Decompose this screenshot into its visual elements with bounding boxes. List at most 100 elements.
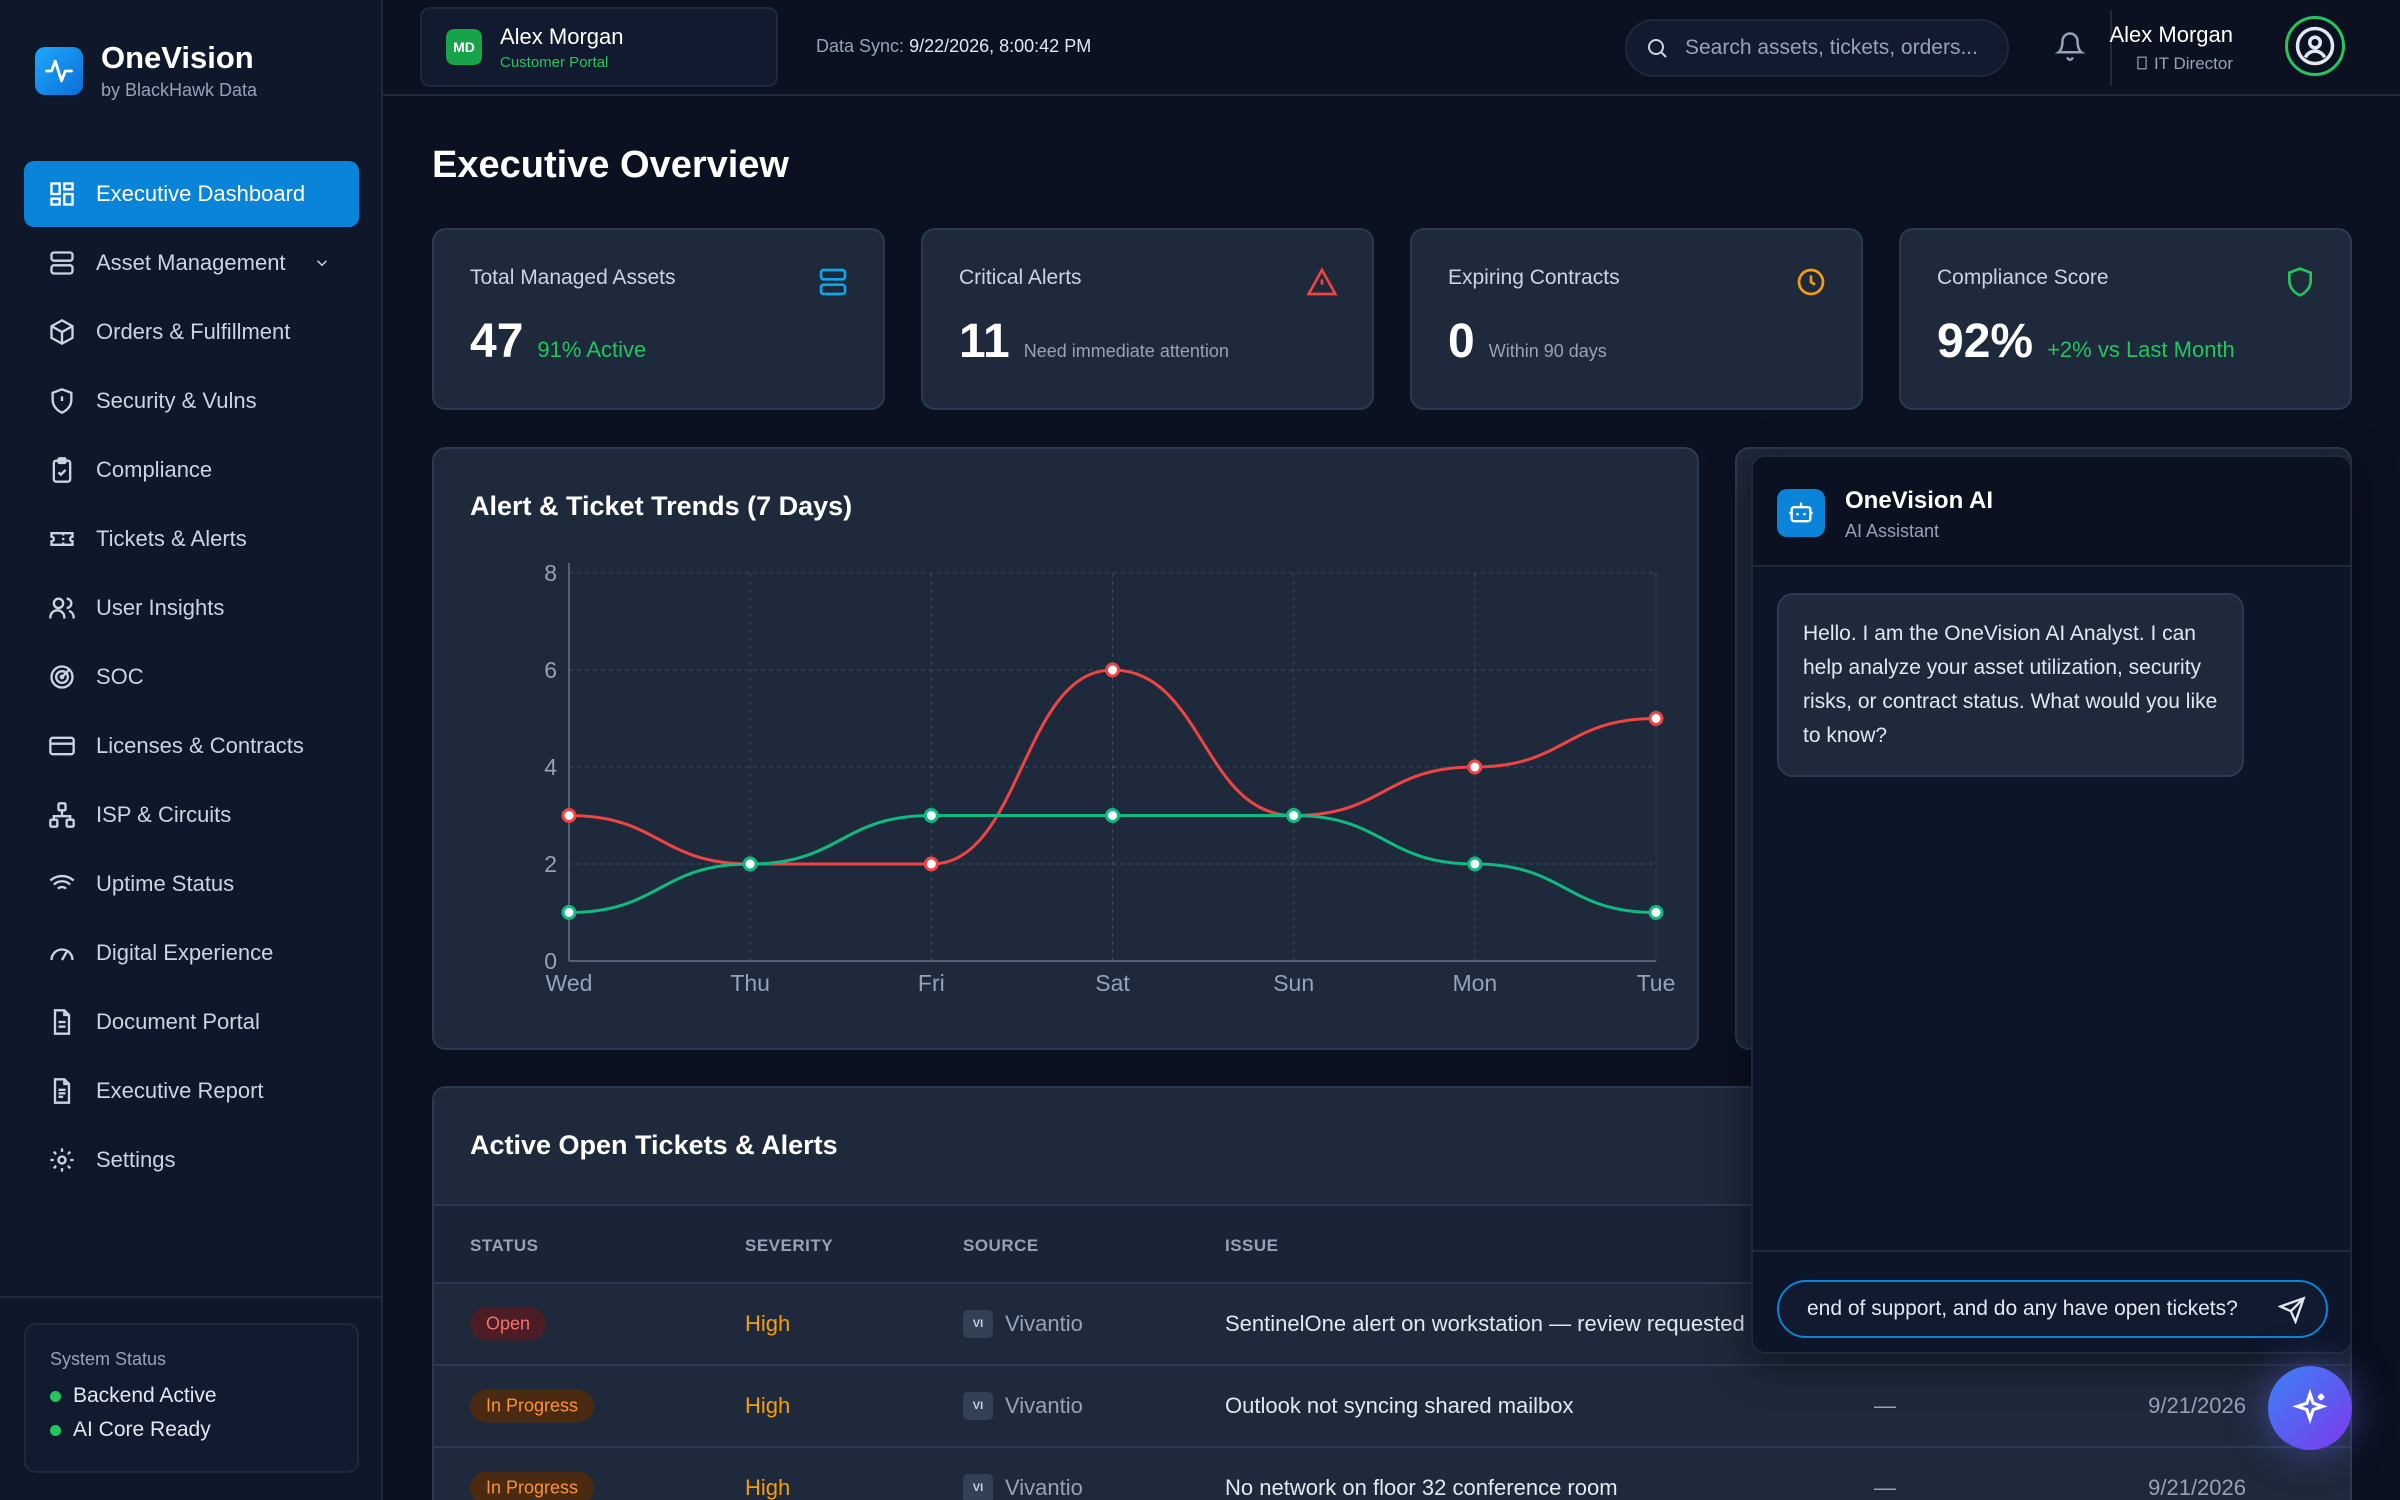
search-input[interactable] bbox=[1685, 36, 1995, 60]
ai-input-area bbox=[1753, 1250, 2350, 1352]
column-header-severity[interactable]: SEVERITY bbox=[745, 1236, 834, 1255]
kpi-label: Total Managed Assets bbox=[470, 266, 676, 289]
status-badge: In Progress bbox=[470, 1389, 595, 1423]
sidebar-item-asset-management[interactable]: Asset Management bbox=[24, 230, 359, 296]
user-circle-icon bbox=[2295, 26, 2335, 66]
kpi-critical-alerts[interactable]: Critical Alerts 11 Need immediate attenti… bbox=[921, 228, 1374, 410]
source-badge: VI bbox=[963, 1392, 993, 1420]
kpi-value: 47 bbox=[470, 315, 524, 368]
brand-name: OneVision bbox=[101, 40, 254, 75]
top-header: MD Alex Morgan Customer Portal Data Sync… bbox=[383, 0, 2400, 96]
column-header-source[interactable]: SOURCE bbox=[963, 1236, 1039, 1255]
table-row[interactable]: In Progress High VI Vivantio Outlook not … bbox=[434, 1366, 2350, 1448]
sidebar-item-isp[interactable]: ISP & Circuits bbox=[24, 782, 359, 848]
sidebar-item-label: Orders & Fulfillment bbox=[96, 319, 291, 344]
server-icon bbox=[50, 251, 74, 275]
ai-input-wrapper[interactable] bbox=[1777, 1280, 2328, 1338]
kpi-note: Need immediate attention bbox=[1023, 341, 1229, 361]
ai-chat-input[interactable] bbox=[1807, 1297, 2277, 1321]
ai-assistant-button[interactable] bbox=[2268, 1366, 2352, 1450]
sidebar-item-document-portal[interactable]: Document Portal bbox=[24, 989, 359, 1055]
clock-icon bbox=[1797, 268, 1825, 296]
sidebar-item-label: SOC bbox=[96, 664, 144, 689]
sidebar-item-executive-report[interactable]: Executive Report bbox=[24, 1058, 359, 1124]
brand[interactable]: OneVision by BlackHawk Data bbox=[35, 40, 257, 101]
send-icon[interactable] bbox=[2278, 1296, 2306, 1324]
x-tick-label: Mon bbox=[1452, 970, 1497, 996]
y-tick-label: 2 bbox=[544, 851, 557, 877]
sidebar: OneVision by BlackHawk Data Executive Da… bbox=[0, 0, 383, 1500]
sidebar-item-label: Executive Report bbox=[96, 1078, 264, 1103]
radar-icon bbox=[50, 665, 74, 689]
chevron-down-icon[interactable] bbox=[313, 254, 331, 272]
status-badge: Open bbox=[470, 1307, 547, 1341]
sidebar-item-licenses[interactable]: Licenses & Contracts bbox=[24, 713, 359, 779]
sidebar-item-soc[interactable]: SOC bbox=[24, 644, 359, 710]
sidebar-item-label: Asset Management bbox=[96, 250, 286, 275]
source-cell: VI Vivantio bbox=[963, 1474, 1083, 1500]
kpi-value: 92% bbox=[1937, 315, 2034, 368]
kpi-value: 11 bbox=[959, 315, 1010, 368]
kpi-total-assets[interactable]: Total Managed Assets 47 91% Active bbox=[432, 228, 885, 410]
status-badge: In Progress bbox=[470, 1471, 595, 1500]
building-icon bbox=[2137, 56, 2147, 70]
column-header-issue[interactable]: ISSUE bbox=[1225, 1236, 1279, 1255]
alert-triangle-icon bbox=[1306, 267, 1338, 296]
kpi-expiring-contracts[interactable]: Expiring Contracts 0 Within 90 days bbox=[1410, 228, 1863, 410]
user-role-text: IT Director bbox=[2153, 54, 2233, 73]
y-tick-label: 4 bbox=[544, 754, 557, 780]
severity-label: High bbox=[745, 1393, 791, 1418]
sidebar-item-label: Settings bbox=[96, 1147, 176, 1172]
table-row[interactable]: Open High VI Vivantio SentinelOne alert o… bbox=[434, 1284, 2350, 1366]
series-0-point bbox=[1467, 759, 1483, 775]
user-info[interactable]: Alex Morgan IT Director bbox=[2109, 22, 2233, 74]
sparkle-icon bbox=[2292, 1389, 2328, 1425]
table-title: Active Open Tickets & Alerts bbox=[470, 1130, 838, 1160]
page-title: Executive Overview bbox=[432, 144, 789, 186]
sidebar-item-compliance[interactable]: Compliance bbox=[24, 437, 359, 503]
sync-value: 9/22/2026, 8:00:42 PM bbox=[909, 36, 1092, 56]
ai-panel-header: OneVision AI AI Assistant bbox=[1753, 457, 2350, 567]
pulse-logo-icon bbox=[35, 46, 83, 95]
sidebar-item-uptime[interactable]: Uptime Status bbox=[24, 851, 359, 917]
user-name: Alex Morgan bbox=[2109, 22, 2233, 47]
series-1-point bbox=[561, 905, 577, 920]
gauge-icon bbox=[50, 948, 74, 961]
kpi-note: 91% Active bbox=[537, 337, 647, 362]
status-ai-core: AI Core Ready bbox=[50, 1418, 333, 1442]
sidebar-item-executive-dashboard[interactable]: Executive Dashboard bbox=[24, 161, 359, 227]
sidebar-item-label: ISP & Circuits bbox=[96, 802, 232, 827]
series-0-point bbox=[1105, 662, 1120, 678]
dashboard-icon bbox=[50, 182, 74, 206]
series-1-point bbox=[1467, 856, 1483, 872]
avatar[interactable] bbox=[2285, 16, 2345, 76]
bell-icon[interactable] bbox=[2055, 30, 2085, 62]
status-text: AI Core Ready bbox=[73, 1418, 211, 1441]
kpi-compliance-score[interactable]: Compliance Score 92% +2% vs Last Month bbox=[1899, 228, 2352, 410]
y-tick-label: 0 bbox=[544, 948, 557, 974]
assignee-cell: — bbox=[1874, 1475, 1896, 1500]
brand-subtitle: by BlackHawk Data bbox=[101, 80, 258, 100]
kpi-note: Within 90 days bbox=[1488, 341, 1607, 361]
sidebar-item-security[interactable]: Security & Vulns bbox=[24, 368, 359, 434]
sidebar-item-label: Document Portal bbox=[96, 1009, 260, 1034]
x-tick-label: Wed bbox=[546, 970, 593, 996]
sidebar-item-orders[interactable]: Orders & Fulfillment bbox=[24, 299, 359, 365]
sidebar-item-tickets[interactable]: Tickets & Alerts bbox=[24, 506, 359, 572]
source-name: Vivantio bbox=[1005, 1475, 1083, 1500]
sidebar-item-digital-experience[interactable]: Digital Experience bbox=[24, 920, 359, 986]
portal-name: Alex Morgan bbox=[500, 23, 624, 49]
sidebar-item-label: Licenses & Contracts bbox=[96, 733, 304, 758]
table-row[interactable]: In Progress High VI Vivantio No network o… bbox=[434, 1448, 2350, 1500]
sidebar-item-settings[interactable]: Settings bbox=[24, 1127, 359, 1193]
trend-chart: 0 2 4 6 8 Wed Thu Fri Sat Sun Mon Tue bbox=[544, 560, 1675, 996]
search-bar[interactable] bbox=[1625, 19, 2009, 77]
column-header-status[interactable]: STATUS bbox=[470, 1236, 539, 1255]
portal-switcher[interactable]: MD Alex Morgan Customer Portal bbox=[420, 7, 778, 87]
sidebar-item-label: Compliance bbox=[96, 457, 213, 482]
robot-icon bbox=[1777, 489, 1825, 537]
network-icon bbox=[49, 802, 75, 828]
sidebar-item-user-insights[interactable]: User Insights bbox=[24, 575, 359, 641]
sidebar-item-label: Digital Experience bbox=[96, 940, 274, 965]
gear-icon bbox=[50, 1148, 74, 1172]
